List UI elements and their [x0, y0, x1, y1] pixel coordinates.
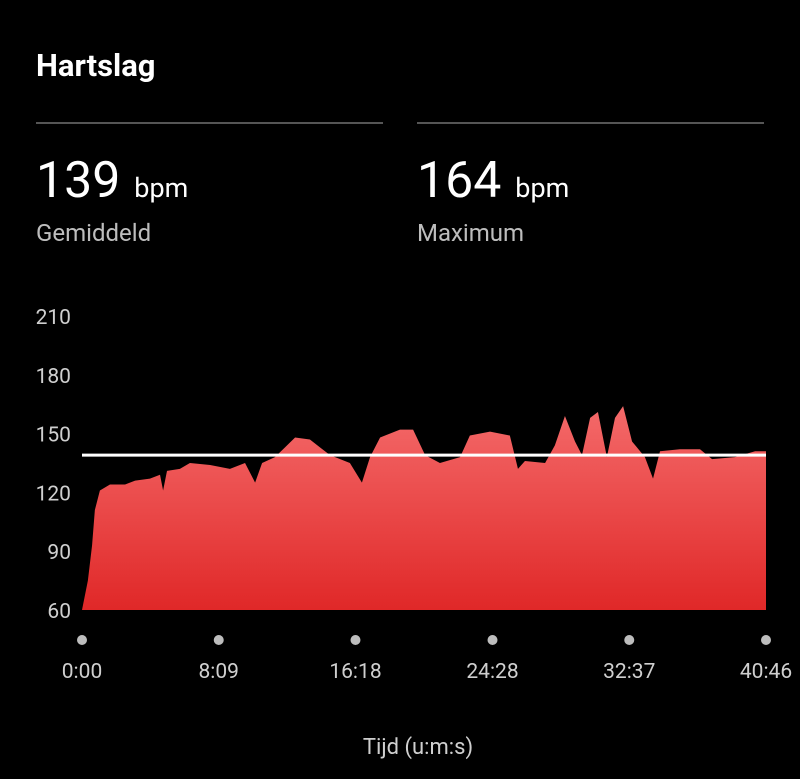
x-tick-label: 40:46: [740, 660, 792, 684]
x-tick-dot: [624, 635, 635, 645]
card-title: Hartslag: [36, 47, 156, 84]
y-tick-label: 90: [47, 541, 71, 565]
stat-value: 164: [417, 152, 501, 210]
stat-label: Maximum: [417, 219, 524, 247]
y-tick-label: 120: [36, 482, 71, 506]
x-tick-dot: [350, 635, 361, 645]
stat-average: 139 bpm: [36, 152, 188, 210]
plot: 60 90 120 150 180 210 0:00 8:09 16:18 24:28 32:37 4…: [36, 306, 793, 684]
y-tick-label: 60: [47, 600, 71, 624]
stat-label: Gemiddeld: [36, 219, 151, 247]
x-tick-label: 0:00: [62, 660, 103, 684]
x-tick-dot: [77, 635, 87, 645]
x-tick-label: 24:28: [466, 660, 518, 684]
y-tick-label: 180: [36, 365, 71, 389]
heart-rate-area: [82, 406, 766, 610]
x-axis-label: Tijd (u:m:s): [363, 735, 473, 760]
stat-maximum: 164 bpm: [417, 152, 569, 210]
stat-unit: bpm: [134, 172, 188, 204]
x-tick-label: 32:37: [603, 660, 655, 684]
y-tick-label: 150: [36, 424, 71, 448]
x-tick-dot: [487, 635, 498, 645]
x-tick-dot: [213, 635, 224, 645]
y-tick-label: 210: [36, 306, 71, 330]
x-tick-label: 16:18: [329, 660, 381, 684]
stat-unit: bpm: [515, 172, 569, 204]
stat-value: 139: [36, 152, 120, 210]
x-tick-label: 8:09: [198, 660, 239, 684]
x-tick-dot: [761, 635, 771, 645]
